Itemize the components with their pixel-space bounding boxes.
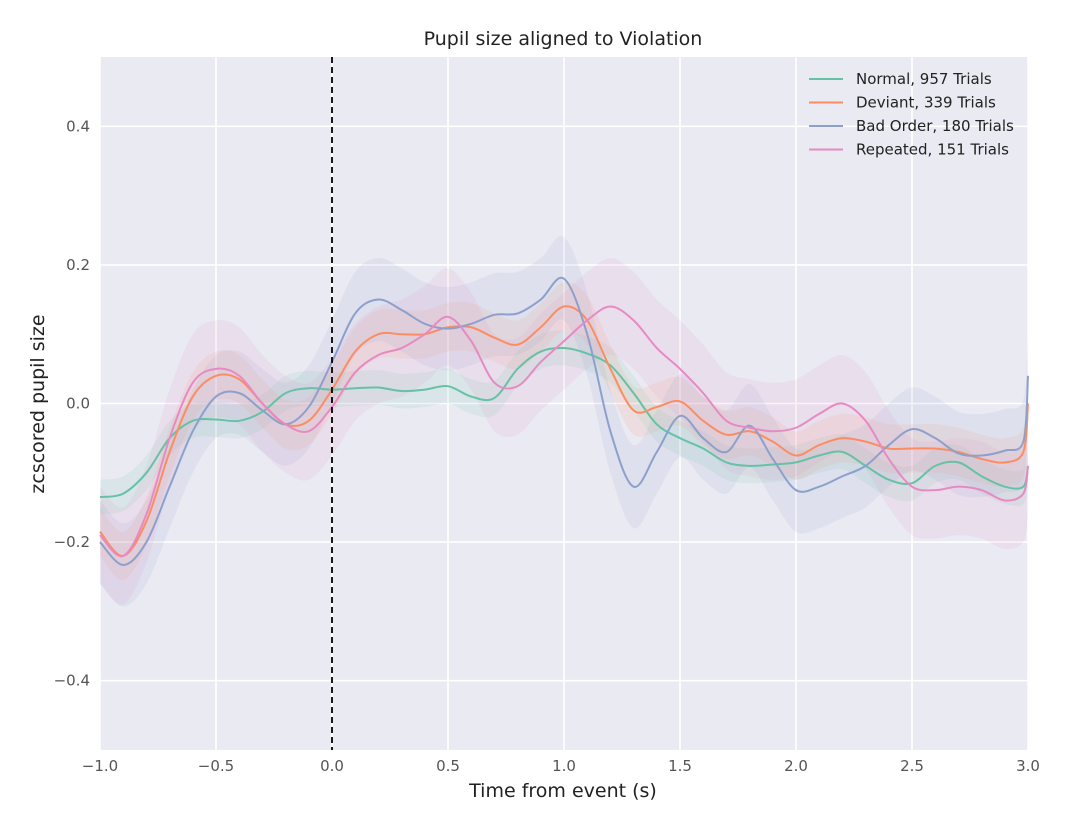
x-tick-label: −1.0 <box>82 757 118 775</box>
y-axis-label: zcscored pupil size <box>27 314 49 493</box>
x-tick-label: 1.5 <box>668 757 692 775</box>
x-tick-label: 2.5 <box>900 757 924 775</box>
series-line-2 <box>99 276 1029 566</box>
confidence-band-0 <box>100 330 1028 515</box>
x-axis-label: Time from event (s) <box>468 780 657 802</box>
y-tick-label: 0.0 <box>66 395 90 413</box>
legend-label-2: Bad Order, 180 Trials <box>856 117 1014 135</box>
confidence-band-1 <box>100 282 1028 581</box>
x-tick-label: 3.0 <box>1016 757 1040 775</box>
x-tick-label: 1.0 <box>552 757 576 775</box>
x-tick-labels: −1.0 −0.5 0.0 0.5 1.0 1.5 2.0 2.5 3.0 <box>82 757 1040 775</box>
x-tick-label: 2.0 <box>784 757 808 775</box>
x-tick-label: 0.0 <box>320 757 344 775</box>
series-line-3 <box>99 305 1029 558</box>
y-tick-label: −0.2 <box>54 533 90 551</box>
y-tick-label: −0.4 <box>54 672 90 690</box>
y-tick-label: 0.2 <box>66 256 90 274</box>
x-tick-label: 0.5 <box>436 757 460 775</box>
chart-title: Pupil size aligned to Violation <box>424 28 703 50</box>
legend-label-3: Repeated, 151 Trials <box>856 141 1009 159</box>
y-tick-labels: −0.4 −0.2 0.0 0.2 0.4 <box>54 117 90 689</box>
legend-label-1: Deviant, 339 Trials <box>856 94 996 112</box>
series-line-0 <box>99 346 1029 499</box>
y-tick-label: 0.4 <box>66 117 90 135</box>
confidence-band-3 <box>100 257 1028 605</box>
legend-label-0: Normal, 957 Trials <box>856 70 992 88</box>
x-tick-label: −0.5 <box>198 757 234 775</box>
series-lines <box>99 276 1029 566</box>
legend: Normal, 957 Trials Deviant, 339 Trials Bad… <box>809 70 1014 159</box>
